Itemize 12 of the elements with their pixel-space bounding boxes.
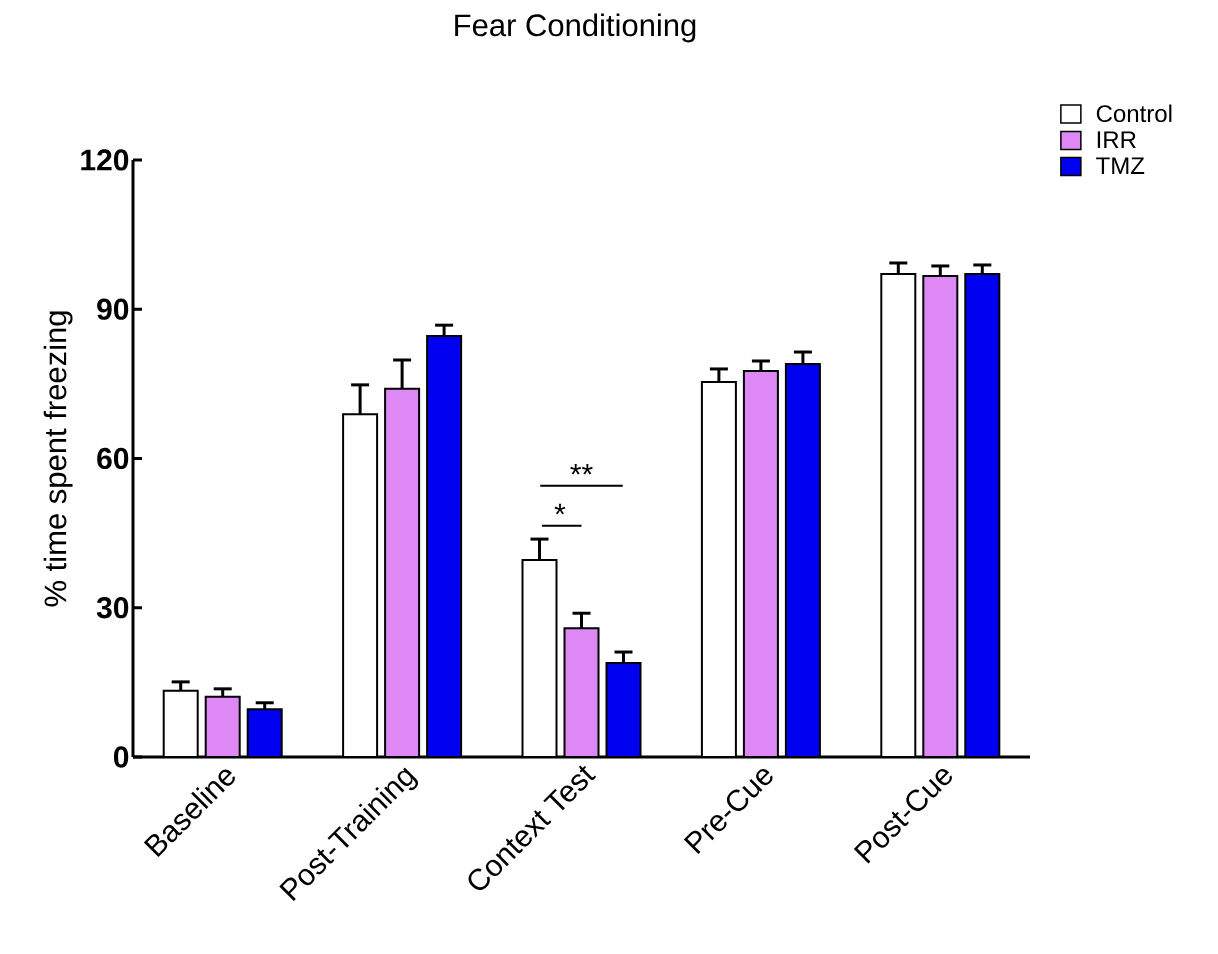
y-tick-label: 30 (96, 597, 129, 619)
legend-label: IRR (1097, 131, 1136, 148)
y-tick-label: 90 (97, 298, 129, 320)
annotation: * (554, 503, 566, 515)
annotation: ** (570, 464, 593, 475)
chart-title: Fear Conditioning (455, 13, 696, 43)
y-tick-label: 60 (97, 447, 129, 470)
y-axis-title: % time spent freezing (43, 311, 73, 607)
y-tick-label: 0 (113, 746, 129, 768)
legend-label: TMZ (1096, 157, 1145, 174)
legend-label: Control (1096, 104, 1172, 123)
y-tick-label: 120 (81, 149, 129, 171)
